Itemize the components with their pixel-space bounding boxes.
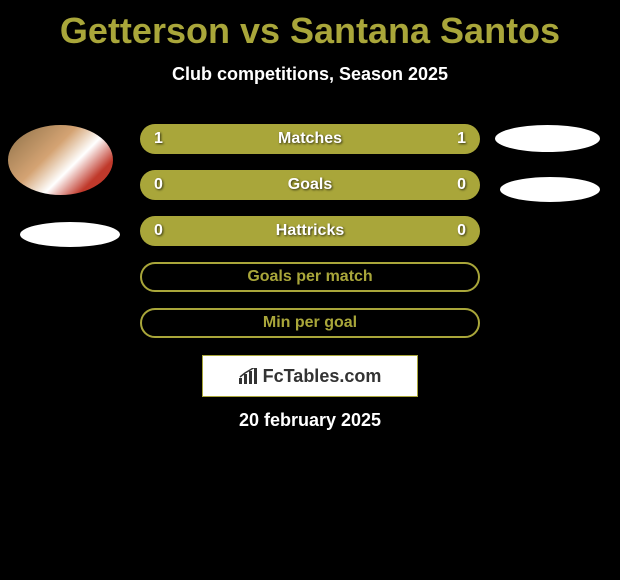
stat-label: Goals per match xyxy=(247,268,372,286)
player-avatar-left xyxy=(8,125,113,195)
page-title: Getterson vs Santana Santos xyxy=(0,0,620,52)
stat-row-min-per-goal: Min per goal xyxy=(140,308,480,338)
stat-value-left: 1 xyxy=(154,130,163,148)
logo-box: FcTables.com xyxy=(202,355,418,397)
stat-value-left: 0 xyxy=(154,176,163,194)
stat-value-right: 1 xyxy=(457,130,466,148)
chart-icon xyxy=(239,368,259,384)
date-text: 20 february 2025 xyxy=(239,410,381,431)
stat-value-left: 0 xyxy=(154,222,163,240)
decorative-oval-right-2 xyxy=(500,177,600,202)
subtitle: Club competitions, Season 2025 xyxy=(0,64,620,85)
stat-row-goals-per-match: Goals per match xyxy=(140,262,480,292)
stat-value-right: 0 xyxy=(457,222,466,240)
stat-row-hattricks: 0 Hattricks 0 xyxy=(140,216,480,246)
stat-label: Goals xyxy=(288,176,332,194)
logo-text: FcTables.com xyxy=(263,366,382,387)
stat-label: Min per goal xyxy=(263,314,357,332)
stat-row-matches: 1 Matches 1 xyxy=(140,124,480,154)
stat-label: Hattricks xyxy=(276,222,344,240)
stat-value-right: 0 xyxy=(457,176,466,194)
stats-bars: 1 Matches 1 0 Goals 0 0 Hattricks 0 Goal… xyxy=(140,124,480,354)
stat-label: Matches xyxy=(278,130,342,148)
decorative-oval-left xyxy=(20,222,120,247)
decorative-oval-right-1 xyxy=(495,125,600,152)
stat-row-goals: 0 Goals 0 xyxy=(140,170,480,200)
